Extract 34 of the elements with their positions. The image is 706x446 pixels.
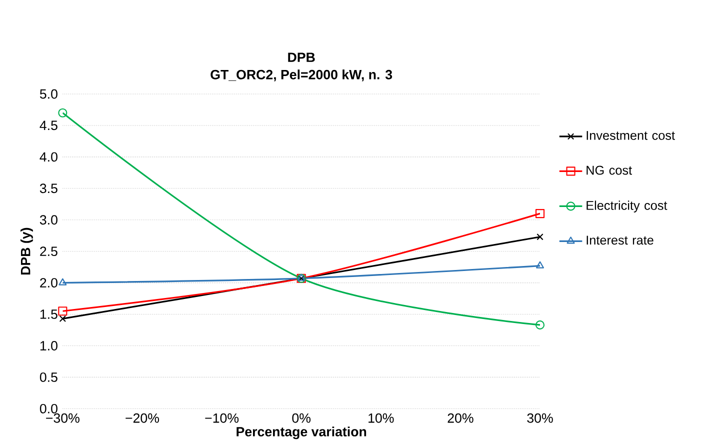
y-tick-label: 4.5 (40, 120, 58, 130)
x-tick-label: −30% (46, 413, 80, 423)
y-tick-label: 2.0 (40, 278, 58, 288)
legend-label: Electricity cost (586, 200, 668, 212)
point (58, 108, 68, 118)
point (58, 306, 68, 316)
y-tick-label: 1.5 (40, 310, 58, 319)
x-tick-label: 30% (527, 413, 553, 423)
point (59, 315, 66, 322)
legend-label: Interest rate (586, 236, 654, 245)
chart-subtitle: GT_ORC2, Pel=2000 kW, n. 3 (210, 70, 392, 82)
point (535, 320, 545, 330)
y-tick-label: 5.0 (40, 89, 58, 99)
legend-label: Investment cost (586, 131, 675, 140)
point (535, 209, 545, 218)
point (58, 278, 67, 286)
x-tick-label: −20% (126, 413, 159, 423)
point (536, 261, 544, 268)
point (536, 233, 544, 240)
x-axis-title: Percentage variation (236, 426, 366, 440)
y-axis-title: DPB (y) (20, 228, 33, 275)
x-tick-label: 10% (368, 413, 394, 423)
x-tick-label: 0% (292, 413, 311, 423)
x-tick-label: 20% (448, 413, 474, 423)
y-tick-label: 2.5 (40, 246, 58, 256)
y-tick-label: 3.0 (40, 215, 58, 225)
chart-title: DPB (288, 52, 315, 62)
y-tick-label: 4.0 (40, 152, 58, 162)
legend-label: NG cost (586, 166, 632, 175)
y-tick-label: 0.5 (40, 372, 58, 382)
y-tick-label: 0.0 (40, 404, 58, 414)
y-tick-label: 1.0 (40, 341, 58, 350)
x-tick-label: −10% (205, 413, 239, 423)
y-tick-label: 3.5 (40, 184, 58, 194)
